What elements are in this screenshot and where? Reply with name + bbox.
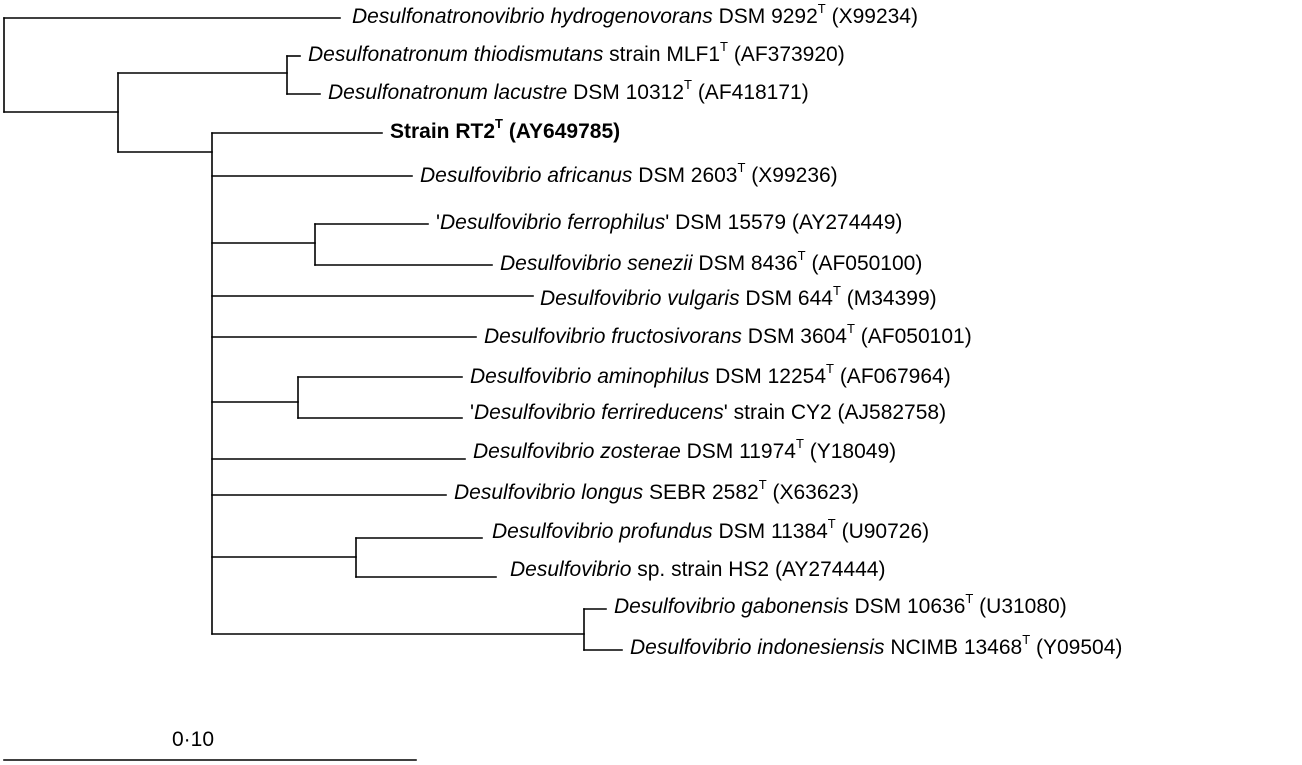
taxon-label-t3: Desulfonatronum lacustre DSM 10312T (AF4… [328, 77, 809, 104]
taxon-label-t8: Desulfovibrio vulgaris DSM 644T (M34399) [540, 283, 937, 310]
taxon-label-t7: Desulfovibrio senezii DSM 8436T (AF05010… [500, 248, 923, 275]
taxon-label-t10: Desulfovibrio aminophilus DSM 12254T (AF… [470, 361, 951, 388]
taxon-label-t14: Desulfovibrio profundus DSM 11384T (U907… [492, 516, 930, 543]
taxon-label-t1: Desulfonatronovibrio hydrogenovorans DSM… [352, 1, 918, 28]
taxon-label-t9: Desulfovibrio fructosivorans DSM 3604T (… [484, 321, 972, 348]
taxon-label-t6: 'Desulfovibrio ferrophilus' DSM 15579 (A… [436, 211, 903, 234]
taxon-label-t11: 'Desulfovibrio ferrireducens' strain CY2… [470, 401, 947, 424]
scale-bar-label: 0·10 [172, 728, 215, 751]
taxon-label-t13: Desulfovibrio longus SEBR 2582T (X63623) [454, 477, 859, 504]
taxon-label-t15: Desulfovibrio sp. strain HS2 (AY274444) [510, 558, 886, 581]
taxon-label-t17: Desulfovibrio indonesiensis NCIMB 13468T… [630, 632, 1123, 659]
taxon-label-t4: Strain RT2T (AY649785) [390, 116, 621, 143]
taxon-label-t12: Desulfovibrio zosterae DSM 11974T (Y1804… [473, 436, 897, 463]
taxon-label-t2: Desulfonatronum thiodismutans strain MLF… [308, 39, 845, 66]
taxon-label-t5: Desulfovibrio africanus DSM 2603T (X9923… [420, 160, 838, 187]
taxon-label-t16: Desulfovibrio gabonensis DSM 10636T (U31… [614, 591, 1067, 618]
